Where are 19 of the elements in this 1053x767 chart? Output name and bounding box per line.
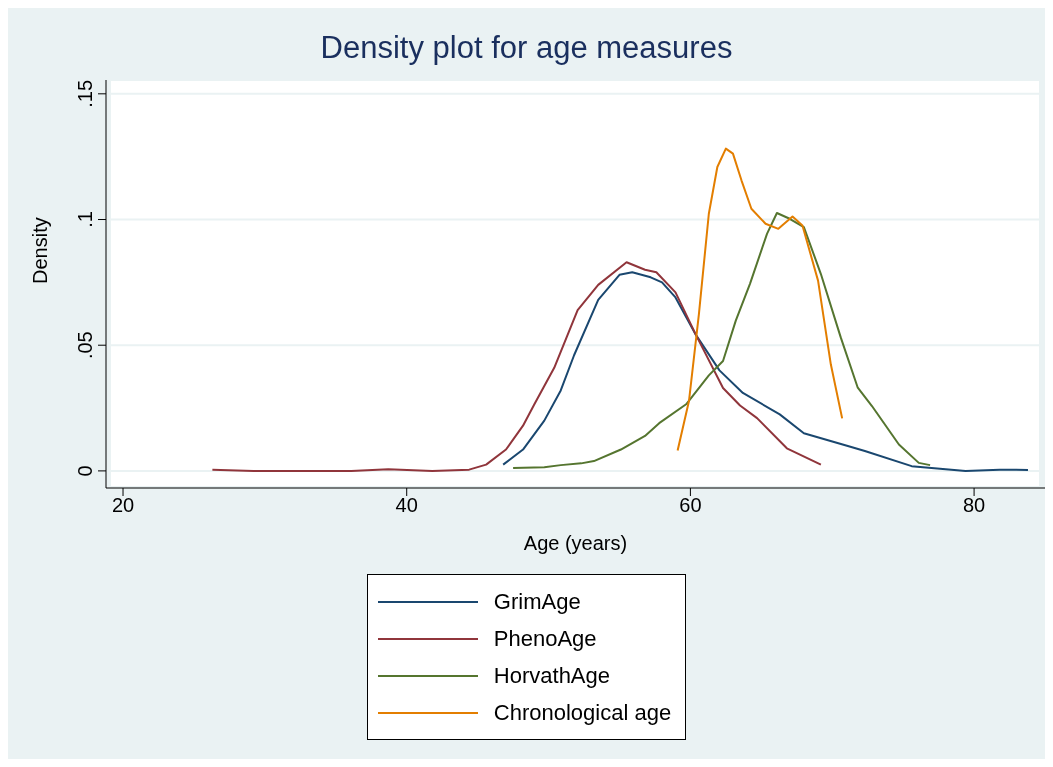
legend-label: HorvathAge <box>493 662 611 689</box>
y-tick-label: .15 <box>74 79 96 108</box>
y-axis-title: Density <box>29 217 52 284</box>
x-tick-label: 20 <box>111 494 135 517</box>
x-tick-label: 80 <box>962 494 986 517</box>
y-tick-label: .05 <box>74 331 96 360</box>
x-tick-label: 60 <box>679 494 702 517</box>
y-tick-label: 0 <box>74 465 96 477</box>
line-series <box>502 271 1029 472</box>
legend-label: GrimAge <box>493 588 581 615</box>
line-series <box>676 147 844 452</box>
legend-label: Chronological age <box>493 699 672 726</box>
line-series <box>512 211 932 469</box>
y-tick-label: .1 <box>74 211 96 228</box>
x-axis-title: Age (years) <box>523 532 628 554</box>
chart-title: Density plot for age measures <box>319 29 734 67</box>
x-tick-label: 40 <box>395 494 418 517</box>
legend-label: PhenoAge <box>493 625 597 652</box>
line-series <box>211 261 822 472</box>
